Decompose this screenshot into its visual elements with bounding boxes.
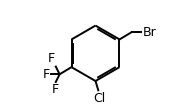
Text: Br: Br [142, 26, 156, 39]
Text: F: F [42, 68, 49, 81]
Text: F: F [48, 52, 55, 65]
Text: F: F [52, 83, 59, 96]
Text: Cl: Cl [93, 92, 105, 105]
